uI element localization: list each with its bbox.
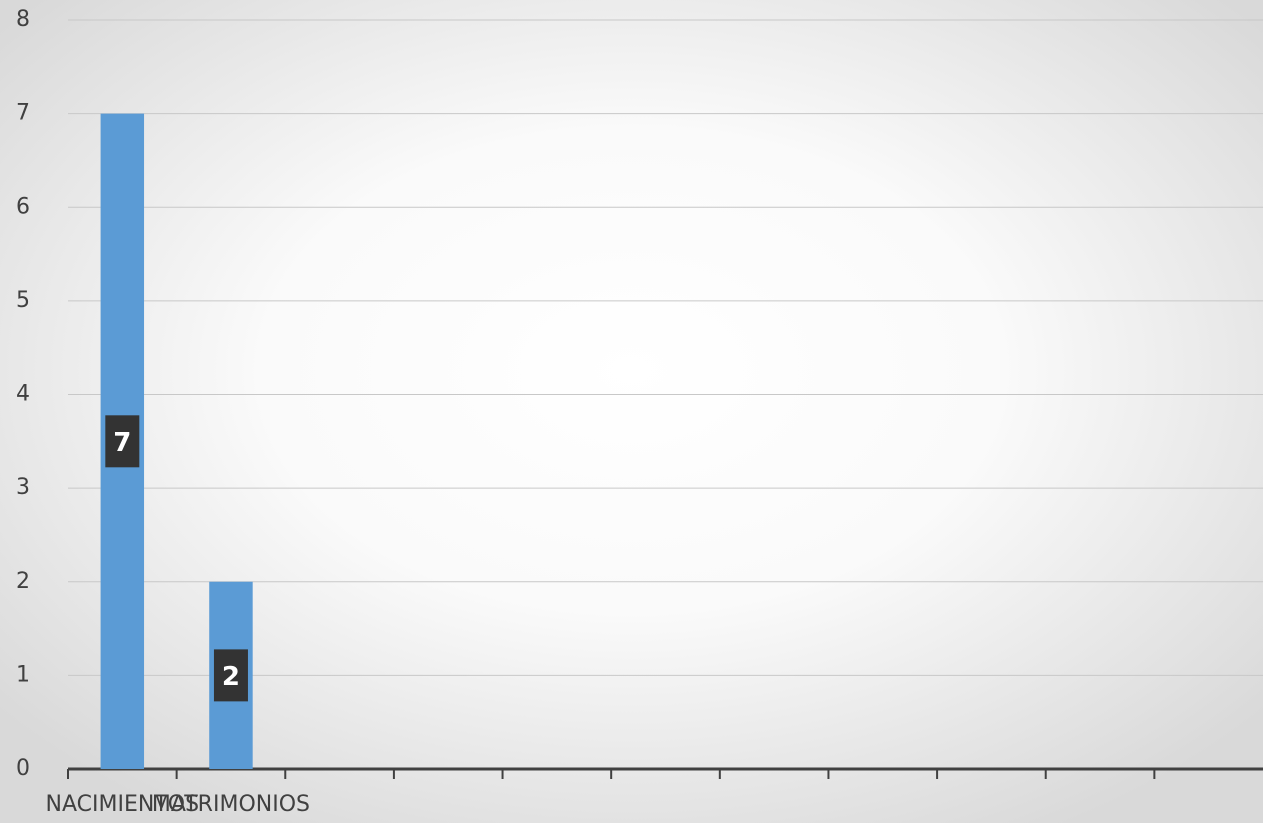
x-tick-label: NACIMIENTOS <box>46 792 200 817</box>
y-tick-label: 7 <box>16 101 30 126</box>
data-label: 2 <box>222 662 240 692</box>
y-tick-label: 2 <box>16 569 30 594</box>
data-label-box <box>213 649 248 702</box>
y-tick-label: 1 <box>16 662 30 687</box>
data-label-box <box>105 415 140 468</box>
y-tick-label: 3 <box>16 475 30 500</box>
data-label: 7 <box>113 428 131 458</box>
y-tick-label: 0 <box>16 756 30 781</box>
y-tick-label: 4 <box>16 382 30 407</box>
y-tick-label: 8 <box>16 7 30 32</box>
y-tick-label: 6 <box>16 194 30 219</box>
x-tick-label: MATRIMONIOS <box>152 792 310 817</box>
y-tick-label: 5 <box>16 288 30 313</box>
